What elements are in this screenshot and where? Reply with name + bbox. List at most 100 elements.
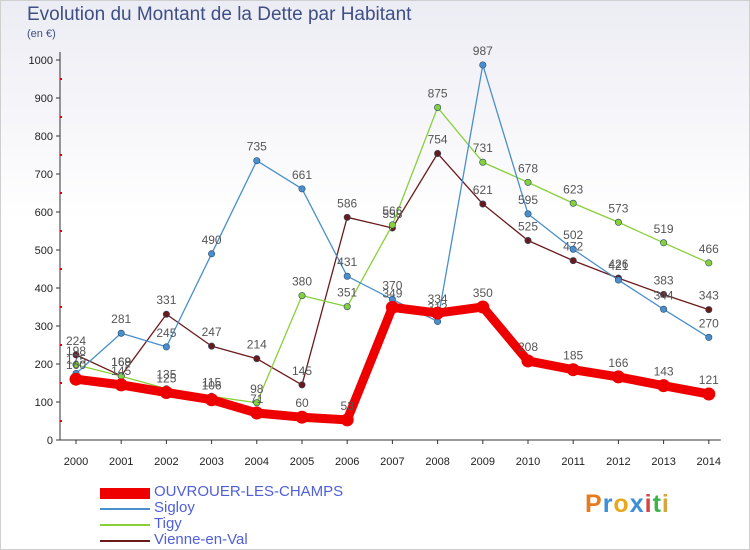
y-tick-label: 1000 (29, 55, 53, 67)
data-label: 370 (382, 278, 402, 292)
data-label: 53 (341, 399, 355, 413)
data-label: 383 (654, 273, 674, 287)
data-point (162, 310, 170, 318)
y-tick-label: 800 (35, 131, 53, 143)
data-point (657, 379, 671, 393)
x-tick-label: 2006 (335, 456, 359, 468)
data-point (431, 306, 445, 320)
data-point (569, 199, 577, 207)
x-tick-label: 2007 (380, 456, 404, 468)
data-label: 270 (699, 316, 719, 330)
data-point (72, 361, 80, 369)
data-label: 754 (428, 132, 448, 146)
data-point (298, 381, 306, 389)
data-label: 115 (202, 375, 221, 389)
data-point (69, 372, 83, 386)
data-label: 166 (608, 356, 628, 370)
y-tick-label: 0 (47, 435, 53, 447)
y-minor-dot (60, 382, 62, 384)
x-tick-label: 2010 (516, 456, 540, 468)
legend-label: Tigy (154, 515, 182, 532)
data-label: 595 (518, 193, 538, 207)
data-point (208, 342, 216, 350)
data-label: 426 (608, 257, 628, 271)
data-point (614, 276, 622, 284)
data-point (660, 305, 668, 313)
data-label: 519 (654, 222, 674, 236)
data-point (298, 185, 306, 193)
x-tick-label: 2012 (606, 456, 630, 468)
data-label: 490 (202, 233, 222, 247)
data-label: 145 (292, 364, 312, 378)
data-label: 247 (202, 325, 222, 339)
data-label: 208 (518, 340, 538, 354)
data-point (117, 329, 125, 337)
data-label: 586 (337, 196, 357, 210)
data-label: 185 (563, 349, 583, 363)
data-point (295, 410, 309, 424)
y-minor-dot (60, 420, 62, 422)
y-minor-dot (60, 116, 62, 118)
data-point (343, 272, 351, 280)
data-label: 169 (111, 355, 131, 369)
data-point (159, 386, 173, 399)
data-point (660, 290, 668, 298)
data-label: 214 (247, 338, 267, 352)
data-label: 678 (518, 161, 538, 175)
data-point (611, 370, 625, 384)
proxiti-logo: Proxiti (585, 490, 670, 518)
data-label: 731 (473, 141, 493, 155)
data-point (660, 239, 668, 247)
data-point (524, 210, 532, 218)
y-minor-dot (60, 344, 62, 346)
y-tick-label: 300 (35, 321, 53, 333)
data-label: 71 (250, 392, 264, 406)
x-tick-label: 2001 (109, 456, 133, 468)
x-tick-label: 2002 (154, 456, 178, 468)
data-label: 875 (428, 87, 448, 101)
x-tick-label: 2014 (697, 456, 721, 468)
y-tick-label: 700 (35, 169, 53, 181)
data-label: 224 (66, 334, 86, 348)
data-label: 573 (608, 201, 628, 215)
data-label: 621 (473, 183, 493, 197)
legend-swatch (100, 487, 150, 499)
legend-swatch (100, 524, 150, 526)
data-point (569, 245, 577, 253)
y-tick-label: 500 (35, 245, 53, 257)
data-point (253, 399, 261, 407)
data-point (476, 300, 490, 314)
data-label: 431 (337, 255, 357, 269)
y-tick-label: 200 (35, 359, 53, 371)
data-label: 106 (202, 379, 222, 393)
data-label: 331 (156, 293, 176, 307)
data-point (524, 237, 532, 245)
data-label: 502 (563, 228, 583, 242)
data-point (162, 343, 170, 351)
x-tick-label: 2009 (471, 456, 495, 468)
data-point (208, 250, 216, 258)
data-label: 525 (518, 220, 538, 234)
data-point (705, 259, 713, 267)
data-point (253, 355, 261, 363)
data-point (343, 213, 351, 221)
data-label: 145 (111, 364, 131, 378)
data-point (114, 378, 128, 392)
legend-label: Sigloy (154, 499, 195, 516)
data-label: 98 (250, 382, 264, 396)
data-label: 245 (156, 326, 176, 340)
x-tick-label: 2004 (245, 456, 269, 468)
data-point (479, 200, 487, 208)
y-minor-dot (60, 306, 62, 308)
data-label: 421 (608, 259, 628, 273)
data-point (253, 157, 261, 165)
data-point (705, 306, 713, 314)
data-label: 143 (654, 365, 674, 379)
x-tick-label: 2003 (199, 456, 223, 468)
y-minor-dot (60, 192, 62, 194)
x-tick-label: 2011 (561, 456, 585, 468)
x-tick-label: 2000 (64, 456, 88, 468)
chart-title: Evolution du Montant de la Dette par Hab… (27, 4, 412, 25)
legend-label: Vienne-en-Val (154, 531, 248, 548)
